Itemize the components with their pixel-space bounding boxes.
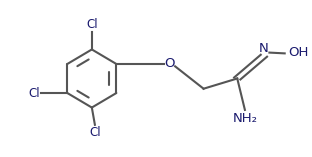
Text: Cl: Cl bbox=[86, 18, 98, 31]
Text: NH₂: NH₂ bbox=[232, 112, 257, 125]
Text: O: O bbox=[165, 57, 175, 70]
Text: Cl: Cl bbox=[28, 87, 40, 100]
Text: Cl: Cl bbox=[89, 126, 101, 139]
Text: OH: OH bbox=[288, 46, 308, 59]
Text: N: N bbox=[259, 42, 269, 55]
